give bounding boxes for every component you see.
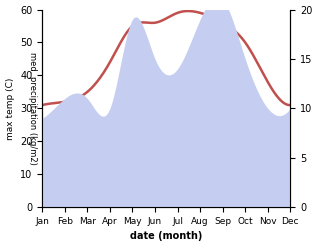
Y-axis label: med. precipitation (kg/m2): med. precipitation (kg/m2) — [28, 52, 37, 165]
X-axis label: date (month): date (month) — [130, 231, 203, 242]
Y-axis label: max temp (C): max temp (C) — [5, 77, 15, 140]
